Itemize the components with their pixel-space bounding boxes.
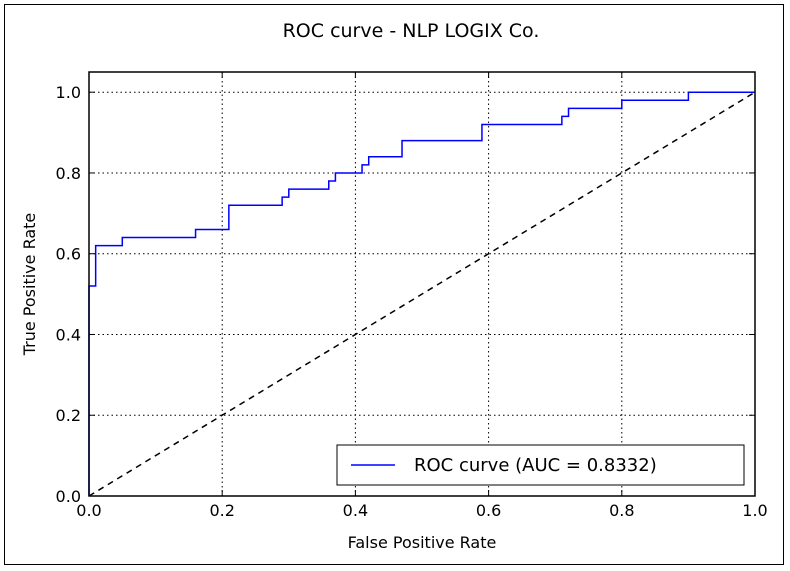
legend: ROC curve (AUC = 0.8332) xyxy=(336,444,745,486)
y-tick-label: 0.8 xyxy=(56,164,81,183)
grid-lines xyxy=(88,72,756,497)
x-tick-label: 0.8 xyxy=(609,501,634,520)
x-tick-label: 0.6 xyxy=(476,501,501,520)
y-tick-label: 0.2 xyxy=(56,406,81,425)
y-tick-label: 1.0 xyxy=(56,83,81,102)
y-tick-label: 0.4 xyxy=(56,325,81,344)
y-tick-label: 0.6 xyxy=(56,245,81,264)
x-axis-label: False Positive Rate xyxy=(348,533,497,552)
y-axis-label: True Positive Rate xyxy=(20,213,39,357)
legend-label: ROC curve (AUC = 0.8332) xyxy=(414,455,657,476)
x-tick-label: 1.0 xyxy=(742,501,767,520)
plot-lines xyxy=(88,91,756,497)
x-tick-label: 0.0 xyxy=(76,501,101,520)
chart-title: ROC curve - NLP LOGIX Co. xyxy=(283,20,540,42)
y-ticks: 0.0 0.2 0.4 0.6 0.8 1.0 xyxy=(56,83,755,506)
roc-curve-line xyxy=(88,91,755,496)
y-tick-label: 0.0 xyxy=(56,487,81,506)
x-tick-label: 0.2 xyxy=(209,501,234,520)
plot-area-border xyxy=(88,71,756,497)
legend-box xyxy=(336,444,745,486)
x-ticks: 0.0 0.2 0.4 0.6 0.8 1.0 xyxy=(76,72,768,520)
diagonal-reference-line xyxy=(88,91,756,497)
x-tick-label: 0.4 xyxy=(343,501,368,520)
